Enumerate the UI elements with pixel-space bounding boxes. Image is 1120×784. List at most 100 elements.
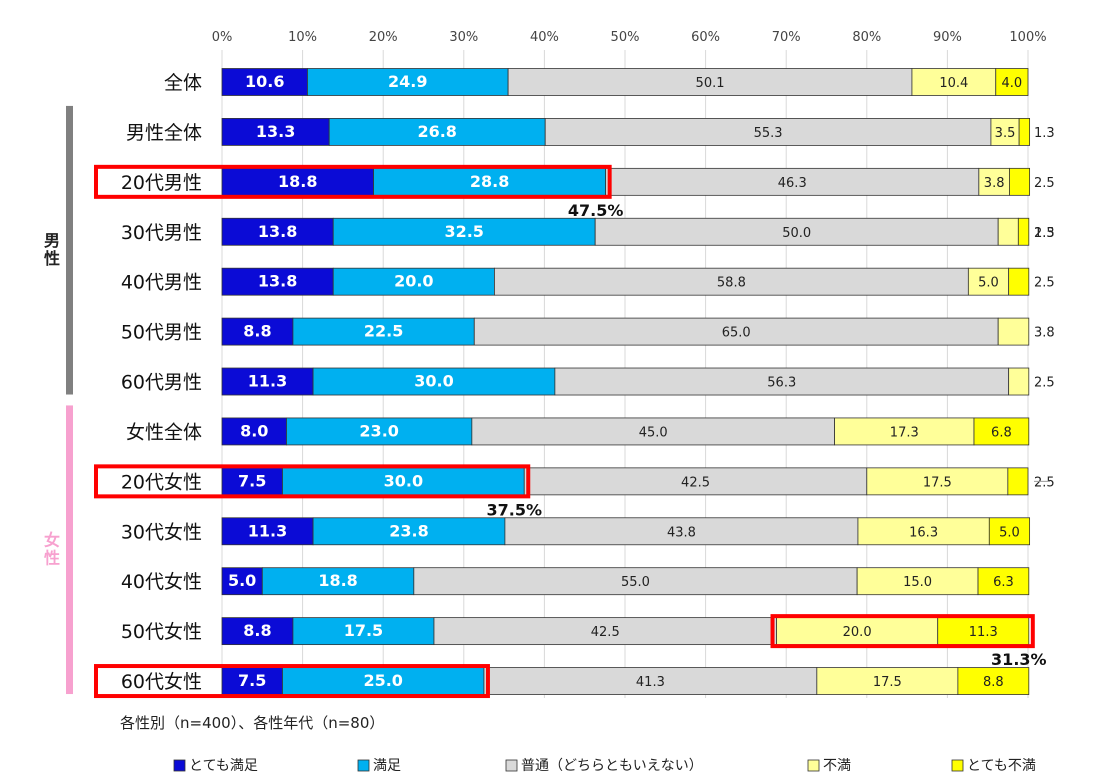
x-tick-label: 100% (1009, 30, 1046, 45)
data-label: 13.3 (256, 122, 295, 141)
data-label: 11.3 (248, 372, 287, 391)
data-label: 58.8 (717, 276, 746, 291)
data-label: 5.0 (228, 571, 256, 590)
category-label: 40代男性 (121, 272, 202, 294)
data-label: 20.0 (394, 272, 433, 291)
bar-segment (857, 517, 990, 546)
bar-segment (433, 617, 777, 646)
bar-segment (973, 417, 1030, 446)
data-label: 17.3 (890, 425, 919, 440)
data-label: 2.5 (1034, 376, 1055, 391)
x-tick-label: 50% (611, 30, 640, 45)
data-label: 65.0 (722, 326, 751, 341)
bar-segment (221, 217, 334, 246)
group-bracket (66, 105, 73, 395)
bar-segment (328, 118, 546, 146)
data-label: 41.3 (636, 675, 665, 690)
data-label: 6.8 (991, 425, 1012, 440)
category-label: 40代女性 (121, 571, 202, 593)
bar-segment (221, 517, 314, 546)
category-label: 30代女性 (121, 521, 202, 543)
bar-segment (221, 467, 283, 496)
bar-segment (307, 68, 509, 96)
data-label: 13.8 (258, 222, 297, 241)
category-label: 30代男性 (121, 222, 202, 244)
bar-segment (282, 667, 485, 695)
sample-size-note: 各性別（n=400）、各性年代（n=80） (120, 714, 385, 732)
data-label: 8.8 (243, 322, 271, 341)
data-label: 7.5 (238, 671, 266, 690)
data-label: 20.0 (843, 625, 872, 640)
bar-segment (967, 267, 1010, 296)
bar-segment (332, 217, 596, 246)
bar-segment (473, 317, 999, 346)
data-label: 3.8 (984, 176, 1005, 191)
bar-segment (292, 317, 475, 346)
legend-label: とても満足 (189, 758, 258, 774)
data-label: 28.8 (470, 172, 509, 191)
data-label: 25.0 (363, 671, 402, 690)
legend-label: 満足 (373, 758, 401, 774)
highlight-box (94, 664, 490, 699)
bar-segment (1007, 467, 1029, 496)
data-label: 17.5 (344, 621, 383, 640)
data-label: 22.5 (364, 322, 403, 341)
bar-segment (312, 517, 506, 546)
bar-segment (332, 267, 495, 296)
x-tick-label: 20% (369, 30, 398, 45)
data-label: 2.5 (1034, 475, 1055, 490)
data-label: 32.5 (444, 222, 483, 241)
bar-segment (221, 267, 334, 296)
category-label: 20代男性 (121, 172, 202, 194)
data-label: 13.8 (258, 272, 297, 291)
bar-segment (978, 167, 1010, 196)
data-label: 55.0 (621, 575, 650, 590)
x-tick-label: 30% (449, 30, 478, 45)
data-label: 50.1 (696, 76, 725, 91)
bar-segment (1009, 167, 1031, 196)
legend-swatch (951, 759, 964, 772)
bar-segment (605, 167, 980, 196)
data-label: 2.5 (1034, 226, 1055, 241)
bar-segment (523, 467, 868, 496)
data-label: 18.8 (318, 571, 357, 590)
category-label: 女性全体 (126, 421, 202, 443)
sum-label: 31.3% (991, 650, 1047, 669)
bar-segment (221, 617, 294, 646)
bar-segment (504, 517, 859, 546)
bar-segment (286, 417, 473, 446)
data-label: 10.6 (245, 72, 284, 91)
bar-segment (261, 567, 415, 596)
legend-swatch (505, 759, 518, 772)
data-label: 8.8 (983, 675, 1004, 690)
legend-label: 不満 (823, 758, 851, 774)
bar-segment (995, 68, 1029, 96)
bar-segment (292, 617, 435, 646)
data-label: 1.3 (1034, 126, 1055, 141)
data-label: 15.0 (903, 575, 932, 590)
bar-segment (312, 367, 556, 396)
highlight-box (94, 464, 531, 499)
data-label: 11.3 (248, 521, 287, 540)
category-label: 50代女性 (121, 621, 202, 643)
bar-segment (594, 217, 999, 246)
category-label: 60代女性 (121, 671, 202, 693)
sum-label: 47.5% (568, 201, 624, 220)
category-label: 60代男性 (121, 372, 202, 394)
bar-segment (221, 417, 287, 446)
bar-segment (554, 367, 1010, 396)
bar-segment (221, 667, 283, 695)
bar-segment (1008, 367, 1030, 396)
data-label: 42.5 (681, 475, 710, 490)
group-bracket (66, 405, 73, 695)
bar-segment (997, 317, 1030, 346)
bar-segment (911, 68, 997, 96)
bar-segment (866, 467, 1009, 496)
legend-swatch (173, 759, 186, 772)
bar-segment (990, 118, 1020, 146)
data-label: 17.5 (873, 675, 902, 690)
data-label: 50.0 (782, 226, 811, 241)
data-label: 55.3 (754, 126, 783, 141)
bar-segment (221, 367, 314, 396)
